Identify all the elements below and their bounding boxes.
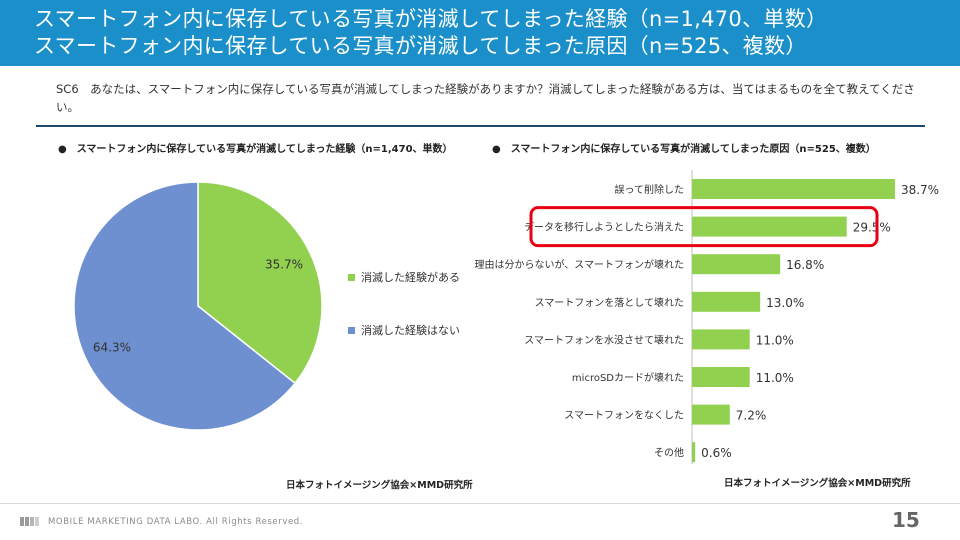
bar-category-label: microSDカードが壊れた xyxy=(572,371,684,384)
bar-value-label: 11.0% xyxy=(756,333,794,347)
bar xyxy=(692,367,750,387)
bar-value-label: 0.6% xyxy=(701,446,732,460)
bar-category-label: スマートフォンをなくした xyxy=(564,410,684,422)
footer-copyright: MOBILE MARKETING DATA LABO. All Rights R… xyxy=(48,517,304,527)
pie-chart-source: 日本フォトイメージング協会×MMD研究所 xyxy=(286,480,473,491)
title-line-1: スマートフォン内に保存している写真が消滅してしまった経験（n=1,470、単数） xyxy=(34,7,828,31)
legend-swatch xyxy=(348,274,355,281)
bar-category-label: スマートフォンを落として壊れた xyxy=(535,297,684,309)
pie-slice xyxy=(73,181,297,431)
bar xyxy=(692,254,781,275)
legend-label: 消滅した経験はない xyxy=(361,323,460,337)
bar-value-label: 29.5% xyxy=(853,221,891,235)
bar-category-label: その他 xyxy=(654,446,684,459)
title-line-2: スマートフォン内に保存している写真が消滅してしまった原因（n=525、複数） xyxy=(34,34,807,58)
bar-value-label: 16.8% xyxy=(786,258,824,272)
bar-value-label: 7.2% xyxy=(736,409,767,423)
bar-category-label: データを移行しようとしたら消えた xyxy=(524,221,684,234)
survey-question: SC6 あなたは、スマートフォン内に保存している写真が消滅してしまった経験があり… xyxy=(56,82,915,114)
bar-value-label: 11.0% xyxy=(756,371,794,385)
pie-data-label: 64.3% xyxy=(93,340,131,354)
page-number: 15 xyxy=(892,508,920,532)
mmd-logo-icon xyxy=(20,517,39,526)
bar-category-label: 誤って削除した xyxy=(615,183,685,196)
bar xyxy=(692,291,761,312)
bar-category-label: 理由は分からないが、スマートフォンが壊れた xyxy=(475,258,685,271)
section-divider xyxy=(36,125,925,127)
bar xyxy=(692,179,895,199)
bar xyxy=(692,216,847,237)
pie-slice xyxy=(197,181,323,385)
bar-chart-source: 日本フォトイメージング協会×MMD研究所 xyxy=(724,478,911,489)
bar xyxy=(692,442,696,463)
bar-chart-title: ● スマートフォン内に保存している写真が消滅してしまった原因（n=525、複数） xyxy=(492,144,876,155)
bar-value-label: 13.0% xyxy=(766,296,804,310)
footer-divider xyxy=(0,503,960,504)
bar xyxy=(692,404,730,425)
bar-category-label: スマートフォンを水没させて壊れた xyxy=(524,334,684,346)
bar-value-label: 38.7% xyxy=(901,183,939,197)
legend-swatch xyxy=(348,327,355,334)
highlight-box xyxy=(529,206,879,248)
header-bar: スマートフォン内に保存している写真が消滅してしまった経験（n=1,470、単数）… xyxy=(0,0,960,66)
pie-data-label: 35.7% xyxy=(265,258,303,272)
pie-chart-title: ● スマートフォン内に保存している写真が消滅してしまった経験（n=1,470、単… xyxy=(58,144,453,155)
legend-label: 消滅した経験がある xyxy=(361,270,460,284)
bar xyxy=(692,329,750,350)
